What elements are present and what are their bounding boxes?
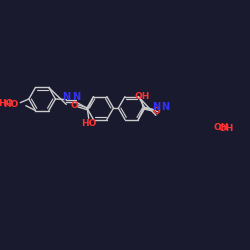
Text: OH: OH xyxy=(219,124,234,132)
Text: N: N xyxy=(72,92,80,102)
Text: HO: HO xyxy=(81,119,96,128)
Text: HO: HO xyxy=(0,99,13,108)
Text: N: N xyxy=(62,92,70,102)
Text: HO: HO xyxy=(3,100,18,109)
Text: OH: OH xyxy=(213,123,229,132)
Text: OH: OH xyxy=(134,92,150,100)
Text: O: O xyxy=(152,107,160,116)
Text: N: N xyxy=(162,102,170,113)
Text: N: N xyxy=(152,102,160,113)
Text: O: O xyxy=(70,101,78,110)
